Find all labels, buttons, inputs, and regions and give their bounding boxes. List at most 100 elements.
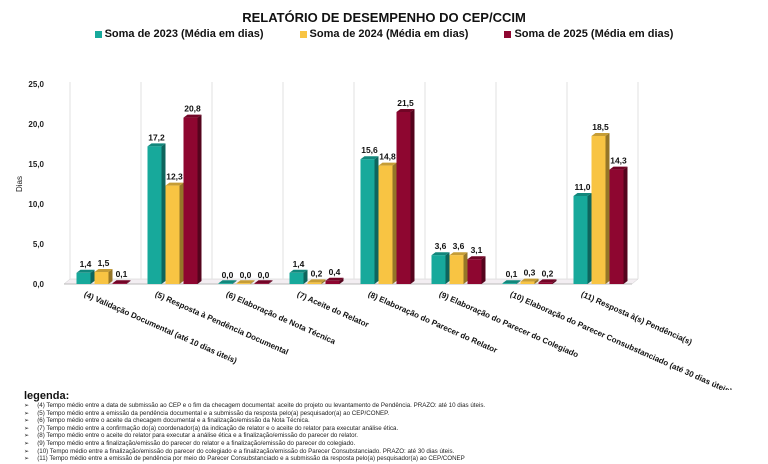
bar: [502, 283, 517, 284]
bar: [183, 117, 198, 284]
bar: [147, 146, 162, 284]
y-tick-label: 20,0: [28, 120, 44, 129]
y-axis-label: Dias: [15, 176, 24, 192]
data-label: 3,1: [471, 245, 483, 255]
bar-side: [623, 166, 628, 284]
x-tick-label: (7) Aceite do Relator: [296, 290, 370, 330]
notes-heading: legenda:: [24, 390, 70, 402]
bar-top: [307, 279, 326, 283]
y-tick-label: 10,0: [28, 200, 44, 209]
bar-side: [179, 182, 184, 284]
bar-top: [183, 114, 202, 118]
bar-top: [218, 280, 237, 284]
data-label: 0,0: [222, 270, 234, 280]
x-tick-label: (9) Elaboração do Parecer do Colegiado: [438, 290, 580, 360]
bar-top: [573, 193, 592, 196]
bar: [165, 185, 180, 284]
data-label: 11,0: [574, 182, 590, 192]
data-label: 3,6: [435, 241, 447, 251]
data-label: 0,1: [116, 269, 128, 279]
legend-item-2025: Soma de 2025 (Média em dias): [504, 28, 673, 40]
bar-top: [76, 269, 95, 273]
note-item: (7) Tempo médio entre a confirmação do(a…: [24, 425, 485, 433]
data-label: 0,3: [524, 268, 536, 278]
data-label: 0,0: [258, 270, 270, 280]
bar-side: [410, 109, 415, 284]
x-tick-label: (4) Validação Documental (até 10 dias út…: [83, 290, 239, 366]
notes: legenda: (4) Tempo médio entre a data de…: [24, 390, 485, 463]
data-label: 12,3: [166, 172, 183, 182]
legend-item-2023: Soma de 2023 (Média em dias): [94, 28, 264, 40]
bar: [609, 169, 624, 284]
bar-top: [591, 133, 610, 136]
bar: [360, 159, 375, 284]
bar-top: [147, 143, 166, 147]
bar-side: [481, 256, 486, 284]
bar: [449, 255, 464, 284]
bar-side: [463, 252, 468, 284]
legend: Soma de 2023 (Média em dias) Soma de 202…: [0, 28, 768, 40]
data-label: 14,8: [379, 152, 396, 162]
legend-swatch: [504, 30, 512, 38]
bar-side: [232, 280, 237, 284]
bar-side: [534, 278, 539, 284]
bar-top: [236, 280, 255, 284]
data-label: 1,4: [293, 259, 305, 269]
bar-top: [520, 278, 539, 282]
bar-top: [112, 280, 131, 284]
x-tick-label: (5) Resposta à Pendência Documental: [154, 290, 290, 357]
bar: [112, 283, 127, 284]
bar-side: [108, 269, 113, 284]
bar: [76, 272, 91, 284]
bar: [538, 282, 553, 284]
bar-side: [605, 133, 610, 284]
data-label: 0,1: [506, 269, 518, 279]
note-item: (5) Tempo médio entre a emissão da pendê…: [24, 410, 485, 418]
bar: [431, 255, 446, 284]
bar-top: [449, 252, 468, 256]
y-tick-label: 15,0: [28, 160, 44, 169]
data-label: 0,0: [240, 270, 252, 280]
bar-side: [552, 279, 557, 284]
y-tick-label: 0,0: [33, 280, 45, 289]
bar-top: [467, 256, 486, 260]
note-item: (6) Tempo médio entre o aceite da checag…: [24, 417, 485, 425]
bar-side: [250, 280, 255, 284]
x-tick-label: (11) Resposta à(s) Pendência(s): [580, 290, 694, 347]
bar-side: [339, 277, 344, 284]
bar: [218, 283, 233, 284]
bar-side: [161, 143, 166, 284]
bar: [289, 272, 304, 284]
bar: [236, 283, 251, 284]
legend-label: Soma de 2024 (Média em dias): [309, 28, 469, 40]
legend-label: Soma de 2025 (Média em dias): [514, 28, 674, 40]
bar-top: [538, 279, 557, 283]
bar: [520, 281, 535, 284]
bar-side: [197, 114, 202, 284]
legend-swatch: [299, 30, 307, 38]
chart-title: RELATÓRIO DE DESEMPENHO DO CEP/CCIM: [242, 10, 526, 25]
bar-top: [396, 109, 415, 112]
data-label: 20,8: [184, 104, 201, 114]
y-tick-label: 25,0: [28, 80, 44, 89]
legend-label: Soma de 2023 (Média em dias): [104, 28, 264, 40]
bar-top: [94, 269, 113, 272]
plot-area: 0,0 5,0 10,0 15,0 20,0 25,0 Dias 1,4 1,5 0,1 (4) V…: [15, 80, 734, 390]
bar-side: [126, 280, 131, 284]
bar: [94, 272, 109, 284]
x-tick-label: (8) Elaboração do Parecer do Relator: [367, 290, 499, 355]
data-label: 3,6: [453, 241, 465, 251]
note-item: (4) Tempo médio entre a data de submissã…: [24, 402, 485, 410]
bar-side: [268, 280, 273, 284]
bar: [254, 283, 269, 284]
bar-side: [445, 252, 450, 284]
bar-side: [321, 279, 326, 284]
note-item: (10) Tempo médio entre a finalização/emi…: [24, 448, 485, 456]
bar-top: [431, 252, 450, 256]
bar-side: [303, 269, 308, 284]
data-label: 17,2: [148, 132, 165, 142]
legend-swatch: [94, 30, 102, 38]
bar: [591, 136, 606, 284]
bar: [378, 165, 393, 284]
